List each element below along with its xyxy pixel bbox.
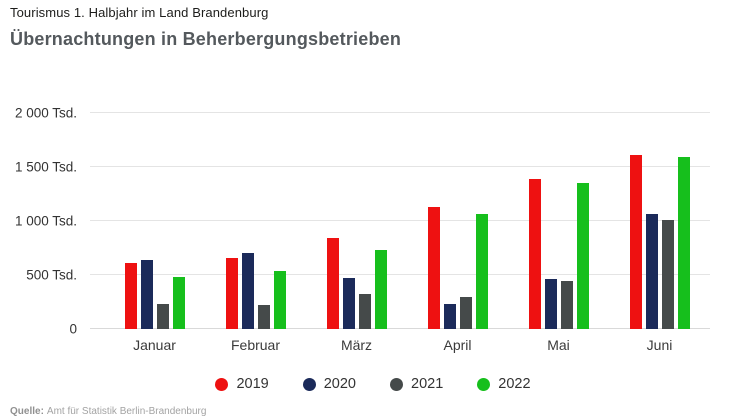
bar-2019-april (427, 206, 440, 329)
bar-2020-april (443, 303, 456, 329)
gridline-2000 (90, 112, 710, 113)
bar-2022-april (475, 213, 488, 329)
y-tick-label: 1 000 Tsd. (14, 213, 77, 229)
bar-2020-juni (645, 213, 658, 329)
legend-label-2021: 2021 (411, 376, 444, 392)
legend-dot-2020 (302, 377, 316, 391)
page-title: Übernachtungen in Beherbergungsbetrieben (10, 29, 402, 49)
bar-group-juni (609, 113, 710, 329)
bar-2021-mai (560, 281, 573, 329)
bar-2019-februar (225, 257, 238, 329)
legend-label-2020: 2020 (323, 376, 356, 392)
bar-group-februar (205, 113, 306, 329)
chart-legend: 2019 2020 2021 2022 (0, 376, 746, 392)
bar-2022-januar (172, 277, 185, 329)
legend-label-2019: 2019 (236, 376, 269, 392)
bar-group-april (407, 113, 508, 329)
gridline-0 (90, 328, 710, 329)
bar-2021-juni (661, 220, 674, 329)
bar-groups (104, 113, 710, 329)
bar-2019-juni (629, 155, 642, 329)
bar-2021-märz (358, 294, 371, 329)
chart-kicker: Tourismus 1. Halbjahr im Land Brandenbur… (10, 5, 269, 20)
bar-2020-januar (140, 260, 153, 329)
legend-dot-2021 (390, 377, 403, 391)
legend-dot-2019 (215, 377, 229, 391)
bar-chart-plot-area: 0 500 Tsd. 1 000 Tsd. 1 500 Tsd. 2 000 Tsd. (15, 106, 710, 337)
source-note: Quelle: Amt für Statistik Berlin-Brandenb… (10, 406, 206, 417)
x-axis-label-april: April (443, 337, 472, 353)
chart-header: Tourismus 1. Halbjahr im Land Brandenbur… (10, 5, 736, 50)
bar-2020-februar (241, 253, 254, 329)
bar-group-januar (104, 113, 205, 329)
bar-2022-juni (677, 157, 690, 329)
bar-2019-märz (326, 238, 339, 329)
y-tick-label: 0 (69, 321, 77, 337)
bar-group-mai (508, 113, 609, 329)
x-axis-label-märz: März (340, 337, 373, 353)
bar-2019-mai (528, 178, 541, 329)
bar-2022-märz (374, 250, 387, 329)
y-tick-label: 1 500 Tsd. (14, 159, 77, 175)
x-axis-label-juni: Juni (646, 337, 673, 353)
bar-group-märz (306, 113, 407, 329)
gridline-1500 (90, 166, 710, 167)
bar-2020-märz (342, 278, 355, 329)
legend-label-2022: 2022 (498, 376, 531, 392)
bar-2019-januar (124, 263, 137, 329)
x-axis-labels: Januar Februar März April Mai Juni (104, 337, 710, 353)
bar-2021-april (459, 297, 472, 329)
bar-2022-februar (273, 270, 286, 329)
bar-2022-mai (576, 183, 589, 329)
legend-item-2022: 2022 (477, 376, 531, 392)
x-axis-label-januar: Januar (133, 337, 176, 353)
gridline-1000 (90, 220, 710, 221)
x-axis-label-februar: Februar (230, 337, 281, 353)
legend-dot-2022 (477, 377, 491, 391)
y-tick-label: 2 000 Tsd. (14, 105, 77, 121)
source-label: Quelle: (10, 406, 44, 417)
legend-item-2021: 2021 (390, 376, 443, 392)
legend-item-2020: 2020 (302, 376, 356, 392)
bar-2020-mai (544, 278, 557, 329)
source-text: Amt für Statistik Berlin-Brandenburg (46, 406, 207, 417)
legend-item-2019: 2019 (215, 376, 269, 392)
bar-2021-februar (257, 304, 270, 329)
x-axis-label-mai: Mai (547, 337, 570, 353)
bar-2021-januar (156, 304, 169, 329)
y-tick-label: 500 Tsd. (26, 267, 77, 283)
gridline-500 (90, 274, 710, 275)
